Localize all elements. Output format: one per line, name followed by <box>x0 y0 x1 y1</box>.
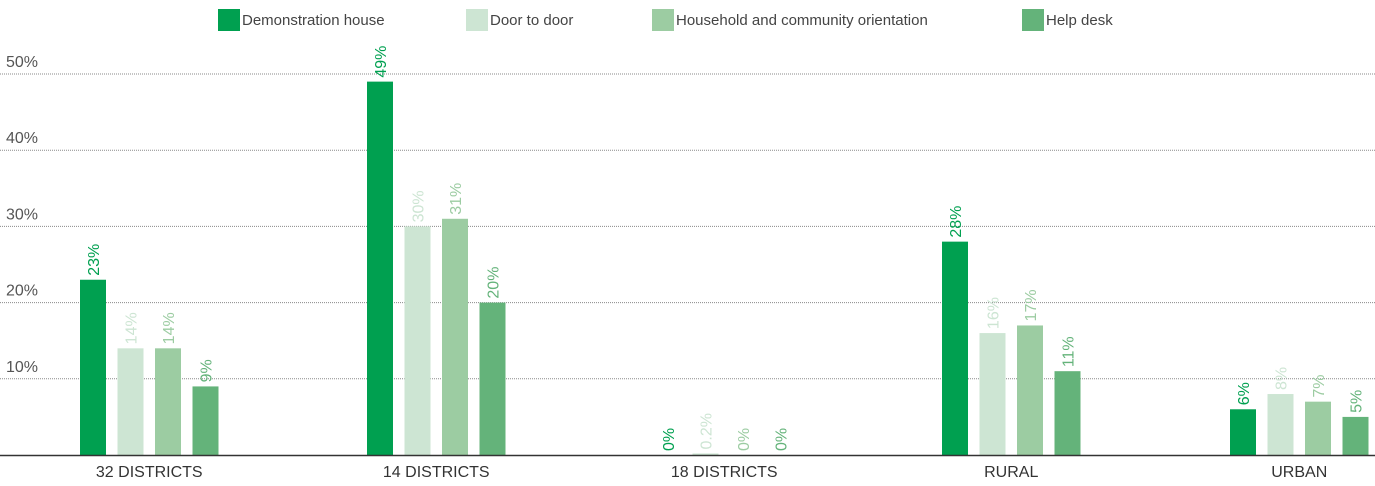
value-label-1-2: 31% <box>448 183 465 215</box>
value-label-1-3: 20% <box>486 267 503 299</box>
value-label-1-0: 49% <box>373 46 390 78</box>
value-label-2-3: 0% <box>774 428 791 451</box>
value-label-3-0: 28% <box>948 206 965 238</box>
legend-label-help-desk: Help desk <box>1046 11 1113 29</box>
bar-4-0 <box>1230 409 1256 455</box>
legend-label-household-community-orientation: Household and community orientation <box>676 11 928 29</box>
bar-1-0 <box>367 81 393 456</box>
legend-item-door-to-door: Door to door <box>466 8 573 32</box>
category-label-4: URBAN <box>1271 464 1327 481</box>
legend-label-demonstration-house: Demonstration house <box>242 11 385 29</box>
bar-0-1 <box>117 348 144 455</box>
value-label-4-1: 8% <box>1274 367 1291 390</box>
legend-item-household-community-orientation: Household and community orientation <box>652 8 928 32</box>
bar-1-2 <box>442 218 468 455</box>
value-label-3-1: 16% <box>986 297 1003 329</box>
legend: Demonstration house Door to door Househo… <box>0 8 1375 32</box>
legend-swatch-household-community-orientation <box>652 9 674 31</box>
bar-3-2 <box>1017 325 1043 455</box>
value-label-2-0: 0% <box>661 428 678 451</box>
value-label-3-2: 17% <box>1023 289 1040 321</box>
value-label-4-2: 7% <box>1311 375 1328 398</box>
value-label-1-1: 30% <box>411 190 428 222</box>
bar-0-3 <box>192 386 219 455</box>
legend-swatch-help-desk <box>1022 9 1044 31</box>
value-label-0-2: 14% <box>161 312 178 344</box>
y-tick-label-30: 30% <box>6 206 38 223</box>
bar-3-1 <box>979 333 1006 455</box>
category-label-0: 32 DISTRICTS <box>96 464 203 481</box>
bar-4-1 <box>1267 394 1294 455</box>
y-tick-label-10: 10% <box>6 359 38 376</box>
legend-label-door-to-door: Door to door <box>490 11 574 29</box>
category-label-2: 18 DISTRICTS <box>671 464 778 481</box>
bar-4-3 <box>1342 416 1369 455</box>
bar-4-2 <box>1305 401 1331 455</box>
bar-0-2 <box>155 348 181 455</box>
value-label-3-3: 11% <box>1061 336 1078 367</box>
value-label-0-3: 9% <box>199 359 216 382</box>
bar-3-3 <box>1054 371 1081 455</box>
y-tick-label-20: 20% <box>6 283 38 300</box>
value-label-4-0: 6% <box>1236 382 1253 405</box>
legend-swatch-door-to-door <box>466 9 488 31</box>
bar-1-3 <box>479 302 506 455</box>
bar-3-0 <box>942 241 968 455</box>
bar-1-1 <box>404 226 431 455</box>
y-tick-label-50: 50% <box>6 54 38 71</box>
value-label-0-0: 23% <box>86 244 103 276</box>
bar-0-0 <box>80 279 106 455</box>
y-tick-label-40: 40% <box>6 130 38 147</box>
legend-swatch-demonstration-house <box>218 9 240 31</box>
value-label-2-2: 0% <box>736 428 753 451</box>
value-label-2-1: 0.2% <box>699 413 716 449</box>
value-label-4-3: 5% <box>1349 390 1366 413</box>
legend-item-help-desk: Help desk <box>1022 8 1113 32</box>
bar-2-1 <box>692 453 719 455</box>
category-label-3: RURAL <box>984 464 1038 481</box>
category-label-1: 14 DISTRICTS <box>383 464 490 481</box>
value-label-0-1: 14% <box>124 312 141 344</box>
legend-item-demonstration-house: Demonstration house <box>218 8 385 32</box>
